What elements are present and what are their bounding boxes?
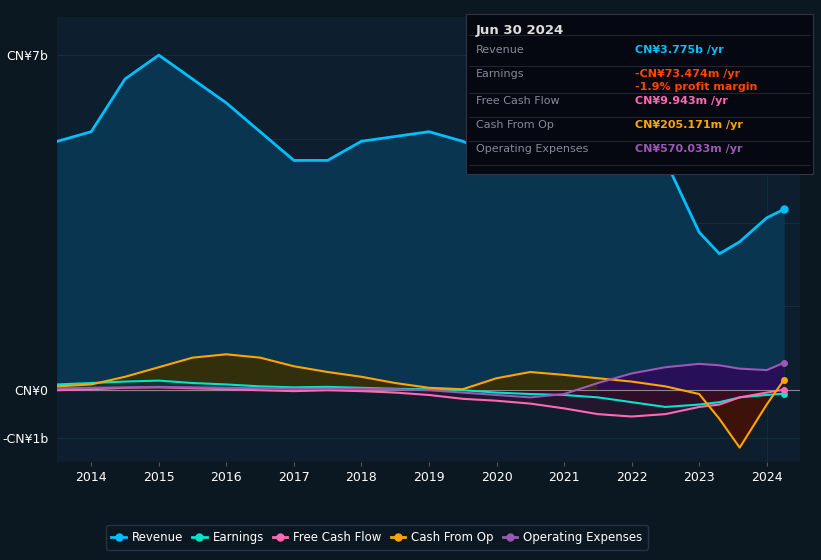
- Text: -CN¥73.474m /yr: -CN¥73.474m /yr: [635, 69, 740, 79]
- Text: CN¥205.171m /yr: CN¥205.171m /yr: [635, 120, 742, 130]
- Text: Revenue: Revenue: [476, 45, 525, 55]
- Text: Free Cash Flow: Free Cash Flow: [476, 96, 560, 106]
- Text: Operating Expenses: Operating Expenses: [476, 144, 589, 154]
- Text: CN¥9.943m /yr: CN¥9.943m /yr: [635, 96, 727, 106]
- Text: CN¥3.775b /yr: CN¥3.775b /yr: [635, 45, 723, 55]
- Text: Cash From Op: Cash From Op: [476, 120, 554, 130]
- Text: Jun 30 2024: Jun 30 2024: [476, 24, 564, 37]
- Legend: Revenue, Earnings, Free Cash Flow, Cash From Op, Operating Expenses: Revenue, Earnings, Free Cash Flow, Cash …: [106, 525, 649, 549]
- Text: CN¥570.033m /yr: CN¥570.033m /yr: [635, 144, 742, 154]
- Text: -1.9% profit margin: -1.9% profit margin: [635, 82, 757, 92]
- Text: Earnings: Earnings: [476, 69, 525, 79]
